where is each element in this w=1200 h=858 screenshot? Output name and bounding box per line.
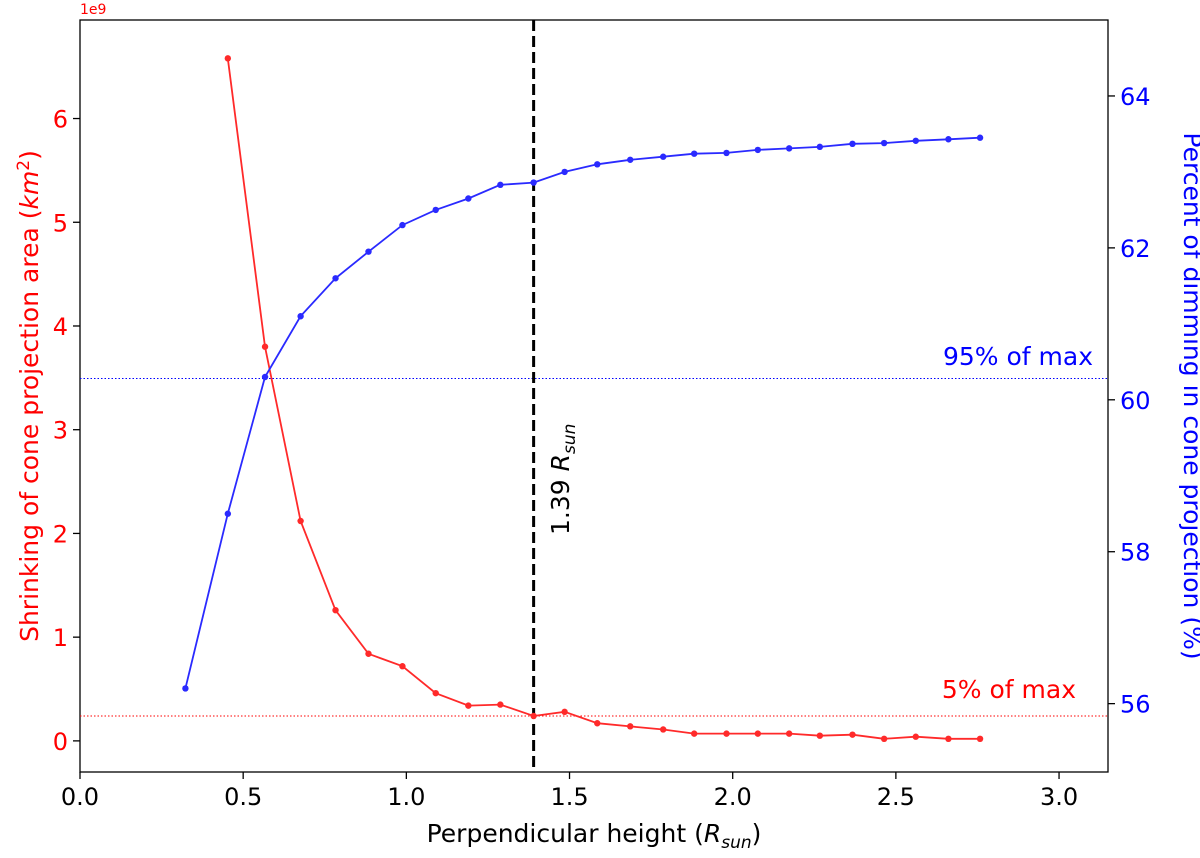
data-point-left [690,730,698,737]
series-line-right [184,136,981,689]
data-point-right [976,134,984,141]
x-tick-label: 3.0 [1040,783,1078,811]
data-point-right [497,181,504,189]
x-tick-label: 0.5 [224,783,262,811]
data-point-right [849,140,856,148]
data-point-left [432,689,439,697]
left-axis-offset-text: 1e9 [80,2,106,18]
data-point-left [880,735,888,743]
right-tick-label: 56 [1120,691,1151,719]
data-point-left [945,735,952,743]
left-tick-label: 5 [53,209,68,237]
data-point-left [261,343,269,350]
data-point-left [332,606,339,614]
data-point-left [497,701,504,708]
x-axis-label: Perpendicular height (Rsun) [427,819,762,853]
data-point-right [399,221,406,229]
data-point-left [530,712,537,720]
data-point-left [297,517,304,525]
data-point-right [261,373,269,381]
data-point-right [880,139,888,147]
data-point-right [530,179,537,186]
left-tick-label: 2 [53,520,68,548]
right-tick-label: 62 [1120,235,1151,263]
data-point-right [754,146,762,154]
data-point-left [465,702,472,709]
data-point-right [332,275,339,282]
right-tick-label: 58 [1120,539,1151,567]
left-y-axis-label: Shrinking of cone projection area (km2) [14,150,44,642]
data-point-left [785,730,793,737]
data-point-left [816,732,824,739]
x-tick-label: 0.0 [61,783,99,811]
data-point-right [785,145,793,152]
right-tick-label: 64 [1120,83,1151,111]
data-point-right [465,195,472,202]
data-point-right [945,136,952,143]
left-tick-label: 0 [53,728,68,756]
vline-label: 1.39 Rsun [546,424,580,535]
data-point-right [182,685,189,692]
left-tick-label: 4 [53,313,68,341]
right-tick-label: 60 [1120,387,1151,415]
data-point-left [912,733,919,740]
data-point-right [224,510,232,517]
data-point-left [754,730,762,737]
data-point-right [659,153,667,160]
left-tick-label: 6 [53,106,68,134]
data-point-left [659,726,667,733]
x-tick-label: 1.5 [550,783,588,811]
data-point-right [594,161,601,168]
data-point-right [912,137,919,144]
right-y-axis-label: Percent of dimming in cone projection (%… [1178,132,1200,659]
data-point-right [432,206,439,214]
left-tick-label: 1 [53,624,68,652]
data-point-left [627,723,634,730]
data-point-right [816,143,824,151]
data-point-left [365,650,372,657]
data-point-left [224,55,232,62]
data-point-right [561,168,568,176]
hline-label-95: 95% of max [943,342,1093,371]
data-point-left [594,720,601,727]
data-point-right [365,248,372,255]
x-tick-label: 2.0 [714,783,752,811]
x-tick-label: 1.0 [387,783,425,811]
data-point-right [690,150,698,157]
data-point-right [723,149,730,157]
data-point-left [723,730,730,737]
data-point-right [627,156,634,163]
hline-label-5: 5% of max [942,675,1076,704]
x-tick-label: 2.5 [877,783,915,811]
series-line-left [226,58,981,740]
data-point-left [399,663,406,670]
left-tick-label: 3 [53,417,68,445]
data-point-left [561,708,568,716]
data-point-left [849,731,856,738]
data-point-right [297,313,304,320]
data-point-left [976,735,984,743]
plot-frame [79,19,1109,773]
